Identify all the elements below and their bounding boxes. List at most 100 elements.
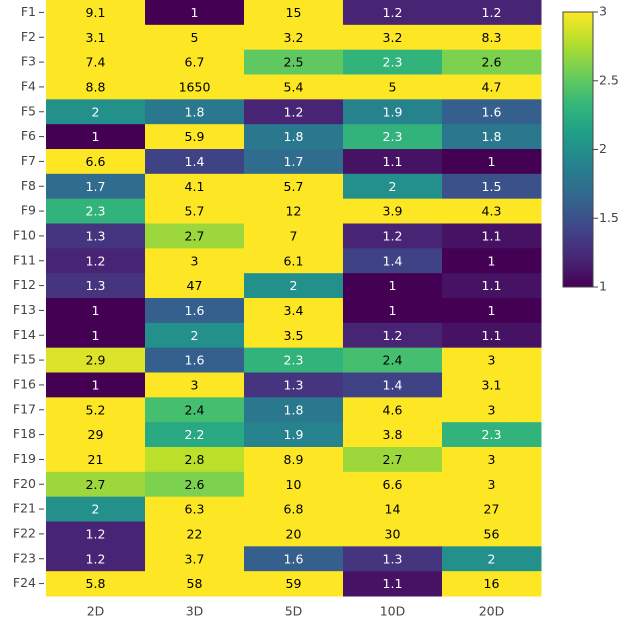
heatmap-cell — [343, 422, 443, 448]
y-tick-label: F19 — [13, 451, 36, 466]
heatmap-cell — [244, 149, 344, 175]
x-tick-label: 3D — [186, 604, 204, 619]
heatmap-cell — [244, 571, 344, 597]
heatmap-cell — [442, 124, 542, 150]
y-tick-label: F23 — [13, 550, 36, 565]
cell-label: 21 — [88, 452, 104, 467]
cell-label: 1 — [389, 278, 397, 293]
cell-label: 1.9 — [383, 104, 403, 119]
y-tick-label: F15 — [13, 352, 36, 367]
cell-label: 2 — [290, 278, 298, 293]
heatmap-cell — [343, 99, 443, 125]
cell-label: 1.2 — [284, 104, 304, 119]
heatmap-cell — [46, 347, 146, 373]
colorbar-tick-label: 1 — [599, 279, 607, 294]
cell-label: 2.3 — [383, 129, 403, 144]
heatmap-cell — [244, 496, 344, 522]
cell-label: 2.4 — [383, 353, 403, 368]
cell-label: 1 — [488, 303, 496, 318]
heatmap-cell — [343, 49, 443, 75]
cell-label: 2.7 — [86, 477, 106, 492]
heatmap-cell — [244, 471, 344, 498]
cell-label: 10 — [286, 477, 302, 492]
cell-label: 1.8 — [482, 129, 502, 144]
cell-label: 2 — [92, 502, 100, 517]
heatmap-cell — [46, 546, 146, 572]
heatmap-cell — [343, 546, 443, 572]
cell-label: 3.2 — [383, 30, 403, 45]
cell-label: 1.2 — [383, 328, 403, 343]
cell-label: 2.6 — [482, 55, 502, 70]
cell-label: 3.7 — [185, 551, 205, 566]
heatmap-cell — [145, 496, 245, 522]
y-tick-label: F17 — [13, 401, 36, 416]
cell-label: 1.6 — [185, 353, 205, 368]
heatmap-cell — [46, 397, 146, 423]
cell-label: 5.7 — [185, 204, 205, 219]
heatmap-cell — [145, 471, 245, 498]
heatmap-cell — [442, 496, 542, 522]
cell-label: 3.8 — [383, 427, 403, 442]
cell-label: 5.4 — [284, 79, 304, 94]
heatmap-cell — [244, 322, 344, 349]
cell-label: 1.2 — [86, 526, 106, 541]
heatmap-cell — [145, 422, 245, 448]
x-tick-label: 10D — [380, 604, 406, 619]
cell-label: 6.6 — [86, 154, 106, 169]
heatmap-cell — [46, 322, 146, 349]
heatmap-cell — [46, 273, 146, 299]
heatmap-cell — [244, 173, 344, 200]
heatmap-cell — [343, 198, 443, 224]
cell-label: 1650 — [179, 79, 211, 94]
heatmap-cell — [442, 322, 542, 349]
heatmap-cell — [145, 521, 245, 547]
heatmap-cell — [343, 74, 443, 100]
cell-label: 1.9 — [284, 427, 304, 442]
y-tick-label: F14 — [13, 327, 36, 342]
heatmap-cell — [244, 298, 344, 324]
cell-label: 1.6 — [185, 303, 205, 318]
heatmap-cell — [145, 546, 245, 572]
y-tick-label: F9 — [21, 203, 36, 218]
x-tick-label: 2D — [87, 604, 105, 619]
heatmap-cell — [343, 0, 443, 26]
heatmap-cell — [244, 0, 344, 26]
cell-label: 12 — [286, 204, 302, 219]
cell-label: 1.4 — [383, 253, 403, 268]
heatmap-cell — [343, 397, 443, 423]
heatmap-cell — [244, 49, 344, 75]
heatmap-cell — [145, 198, 245, 224]
cell-label: 1.7 — [284, 154, 304, 169]
y-tick-label: F6 — [21, 128, 36, 143]
cell-label: 2 — [488, 551, 496, 566]
cell-label: 2.4 — [185, 402, 205, 417]
y-tick-label: F11 — [13, 252, 36, 267]
cell-label: 2.6 — [185, 477, 205, 492]
cell-label: 8.9 — [284, 452, 304, 467]
cell-label: 59 — [286, 576, 302, 591]
y-tick-label: F24 — [13, 575, 36, 590]
colorbar-tick-label: 2.5 — [599, 72, 619, 87]
heatmap-cell — [343, 298, 443, 324]
cell-label: 5 — [389, 79, 397, 94]
heatmap-cell — [343, 124, 443, 150]
heatmap-cell — [145, 571, 245, 597]
heatmap-cell — [145, 397, 245, 423]
cell-label: 1.2 — [482, 5, 502, 20]
cell-label: 6.6 — [383, 477, 403, 492]
heatmap-cell — [442, 198, 542, 224]
heatmap-cell — [343, 347, 443, 373]
heatmap-cell — [244, 521, 344, 547]
cell-label: 1.5 — [482, 179, 502, 194]
heatmap-cell — [442, 24, 542, 51]
cell-label: 3 — [191, 377, 199, 392]
cell-label: 1 — [92, 328, 100, 343]
cell-label: 1.7 — [86, 179, 106, 194]
heatmap-cell — [46, 223, 146, 249]
cell-label: 29 — [88, 427, 104, 442]
heatmap-cell — [442, 471, 542, 498]
heatmap-cell — [244, 273, 344, 299]
cell-label: 4.7 — [482, 79, 502, 94]
heatmap-cell — [442, 273, 542, 299]
heatmap-cell — [442, 372, 542, 398]
